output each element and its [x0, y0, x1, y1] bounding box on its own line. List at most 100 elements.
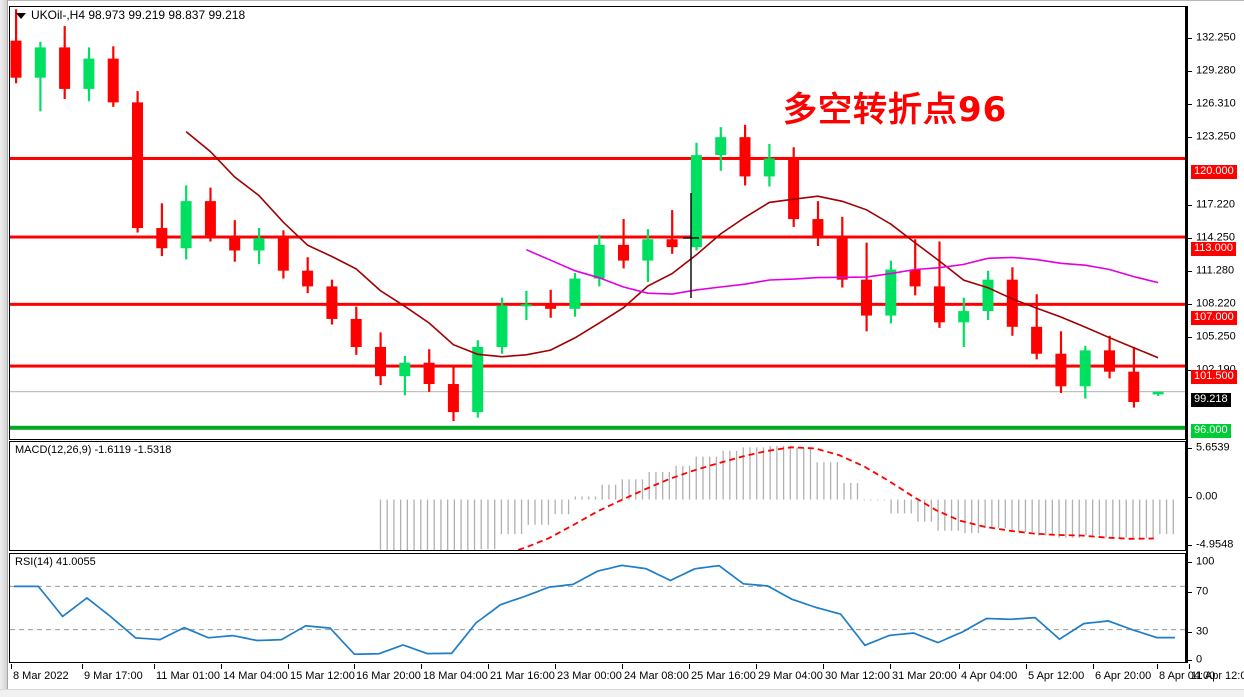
candlestick [496, 297, 508, 354]
macd-histogram-bar [655, 471, 657, 500]
candlestick [156, 203, 168, 257]
candlestick [375, 332, 386, 386]
macd-histogram-bar [393, 499, 395, 550]
macd-histogram-bar [715, 456, 718, 500]
macd-histogram-bar [413, 499, 415, 550]
macd-histogram-bar [574, 496, 576, 500]
macd-histogram-bar [702, 456, 704, 500]
axis-tick-label: 108.220 [1196, 297, 1236, 310]
macd-histogram-bar [1085, 499, 1087, 536]
time-tick-mark [488, 664, 489, 669]
time-tick-mark [823, 664, 824, 669]
price-level-badge[interactable]: 107.000 [1191, 311, 1237, 325]
price-level-badge[interactable]: 120.000 [1191, 165, 1237, 179]
macd-histogram-bar [1112, 499, 1114, 538]
price-level-badge[interactable]: 113.000 [1191, 242, 1236, 256]
time-axis-label: 14 Mar 04:00 [223, 670, 288, 682]
price-level-line[interactable] [10, 235, 1185, 239]
macd-histogram-bar [453, 499, 456, 550]
time-axis-label: 5 Apr 12:00 [1028, 670, 1085, 682]
time-axis-label: 18 Mar 04:00 [423, 670, 488, 682]
macd-histogram-bar [648, 471, 650, 500]
axis-tick-label: 102.190 [1196, 364, 1236, 376]
candlestick [253, 228, 265, 264]
macd-histogram-bar [420, 499, 422, 550]
price-axis[interactable]: 132.250 129.280 126.310 123.250 117.220 114.2… [1186, 6, 1244, 665]
macd-histogram-bar [1145, 499, 1148, 539]
macd-pane[interactable]: MACD(12,26,9) -1.6119 -1.5318 [9, 441, 1186, 551]
macd-histogram-bar [950, 499, 953, 531]
macd-histogram-bar [749, 447, 751, 500]
price-level-line[interactable] [10, 156, 1185, 160]
macd-label: MACD(12,26,9) -1.6119 -1.5318 [15, 444, 172, 456]
time-tick-mark [622, 664, 623, 669]
macd-histogram-bar [1078, 499, 1080, 538]
symbol-header: UKOil-,H4 98.973 99.219 98.837 99.218 [16, 9, 245, 22]
price-level-line[interactable] [10, 425, 1185, 430]
macd-histogram-bar [688, 465, 691, 500]
price-level-line[interactable] [10, 364, 1185, 368]
axis-tick-mark [1188, 592, 1192, 593]
left-scroll-track[interactable] [0, 0, 8, 697]
macd-histogram-bar [406, 499, 408, 550]
moving-average-fast [185, 130, 1159, 359]
macd-histogram-bar [1139, 499, 1141, 539]
axis-tick-label: 30 [1196, 625, 1209, 638]
candlestick [1128, 346, 1140, 408]
macd-histogram-bar [588, 496, 590, 500]
macd-histogram-bar [1092, 499, 1094, 536]
axis-tick-mark [1188, 497, 1192, 498]
axis-tick-mark [1188, 370, 1192, 371]
candlestick [1006, 267, 1018, 336]
chart-annotation-text: 多空转折点96 [783, 90, 1008, 130]
axis-tick-mark [1188, 238, 1192, 239]
macd-histogram-bar [541, 499, 543, 525]
candlestick [1055, 331, 1067, 393]
candlestick [739, 124, 751, 186]
price-level-line[interactable] [10, 391, 1185, 393]
macd-histogram-bar [957, 499, 959, 531]
macd-histogram-bar [823, 462, 825, 500]
macd-histogram-bar [897, 499, 899, 514]
macd-histogram-bar [594, 496, 597, 500]
price-plot [10, 9, 1185, 430]
price-level-badge[interactable]: 101.500 [1191, 370, 1237, 384]
macd-histogram-bar [816, 462, 818, 500]
time-axis-label: 11 Mar 01:00 [156, 670, 221, 682]
axis-tick-mark [1188, 205, 1192, 206]
macd-histogram-bar [682, 465, 684, 500]
time-axis-label: 16 Mar 20:00 [356, 670, 421, 682]
macd-histogram-bar [836, 462, 838, 500]
macd-histogram-bar [877, 499, 879, 501]
moving-average-slow [525, 248, 1159, 295]
axis-tick-mark [1188, 337, 1192, 338]
crosshair-marker[interactable] [683, 193, 699, 298]
macd-histogram-bar [971, 499, 973, 534]
macd-histogram-bar [870, 499, 872, 501]
time-axis-label: 6 Apr 20:00 [1095, 670, 1152, 682]
price-level-badge[interactable]: 99.218 [1191, 393, 1231, 407]
axis-tick-label: 105.250 [1196, 330, 1236, 343]
price-chart-pane[interactable] [9, 6, 1186, 440]
macd-histogram-bar [487, 499, 489, 550]
rsi-pane[interactable]: RSI(14) 41.0055 [9, 553, 1186, 663]
macd-histogram-bar [447, 499, 449, 550]
time-tick-mark [1189, 664, 1190, 669]
axis-tick-mark [1188, 632, 1192, 633]
macd-histogram-bar [1031, 499, 1033, 533]
price-level-line[interactable] [10, 302, 1185, 306]
macd-histogram-bar [984, 499, 986, 528]
macd-plot [379, 445, 1174, 550]
symbol-header-text: UKOil-,H4 98.973 99.219 98.837 99.218 [31, 8, 246, 22]
macd-histogram-bar [991, 499, 993, 528]
price-level-badge[interactable]: 96.000 [1191, 424, 1231, 438]
triangle-down-icon[interactable] [16, 13, 26, 19]
candlestick [642, 229, 654, 282]
time-axis-label: 29 Mar 04:00 [758, 670, 823, 682]
candlestick [690, 142, 702, 251]
macd-histogram-bar [863, 499, 865, 501]
rsi-label: RSI(14) 41.0055 [15, 556, 96, 568]
candlestick [885, 260, 897, 324]
macd-histogram-bar [668, 471, 671, 500]
time-tick-mark [288, 664, 289, 669]
